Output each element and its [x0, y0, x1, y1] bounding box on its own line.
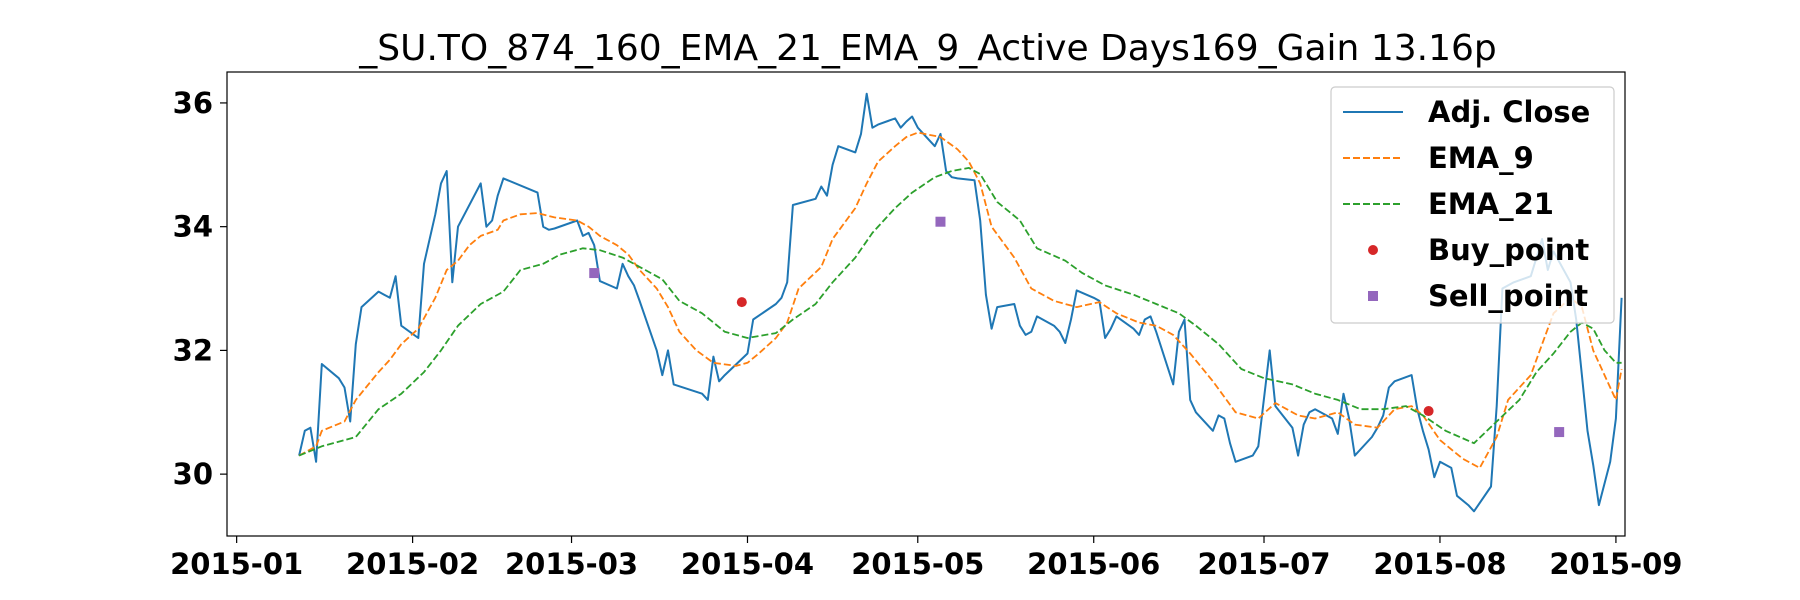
- x-tick-label: 2015-04: [681, 547, 814, 581]
- x-tick-label: 2015-08: [1373, 547, 1506, 581]
- x-axis: 2015-01 2015-02 2015-03 2015-04 2015-05 2015-…: [170, 536, 1682, 581]
- y-tick-label: 32: [173, 333, 213, 367]
- y-tick-label: 36: [173, 86, 213, 120]
- x-tick-label: 2015-07: [1197, 547, 1330, 581]
- sell-point-1: [589, 268, 600, 279]
- y-tick-label: 34: [173, 210, 213, 244]
- sell-point-2: [935, 216, 946, 227]
- chart-title: _SU.TO_874_160_EMA_21_EMA_9_Active Days1…: [358, 28, 1496, 69]
- legend-label-ema-21: EMA_21: [1428, 187, 1554, 221]
- x-tick-label: 2015-09: [1549, 547, 1682, 581]
- x-tick-label: 2015-01: [170, 547, 303, 581]
- plot-lines: [298, 92, 1623, 513]
- buy-point-1: [736, 297, 747, 308]
- x-tick-label: 2015-03: [505, 547, 638, 581]
- x-tick-label: 2015-02: [346, 547, 479, 581]
- legend-swatch-buy-point: [1368, 245, 1378, 255]
- legend: Adj. Close EMA_9 EMA_21 Buy_point Sell_point: [1330, 86, 1615, 324]
- legend-label-ema-9: EMA_9: [1428, 141, 1534, 175]
- x-tick-label: 2015-05: [851, 547, 984, 581]
- x-tick-label: 2015-06: [1027, 547, 1160, 581]
- buy-point-2: [1423, 406, 1434, 417]
- y-tick-label: 30: [173, 457, 213, 491]
- legend-label-buy-point: Buy_point: [1428, 233, 1589, 267]
- plot-frame: [226, 71, 1626, 537]
- sell-point-3: [1554, 427, 1565, 438]
- plot-markers: [589, 216, 1565, 438]
- legend-label-adj-close: Adj. Close: [1428, 95, 1590, 129]
- legend-box: [1330, 86, 1615, 324]
- series-line-adj-close: [298, 92, 1623, 513]
- legend-swatch-sell-point: [1368, 291, 1378, 301]
- series-line-ema-21: [298, 167, 1622, 457]
- y-axis: 30 32 34 36: [173, 86, 227, 491]
- legend-label-sell-point: Sell_point: [1428, 279, 1588, 313]
